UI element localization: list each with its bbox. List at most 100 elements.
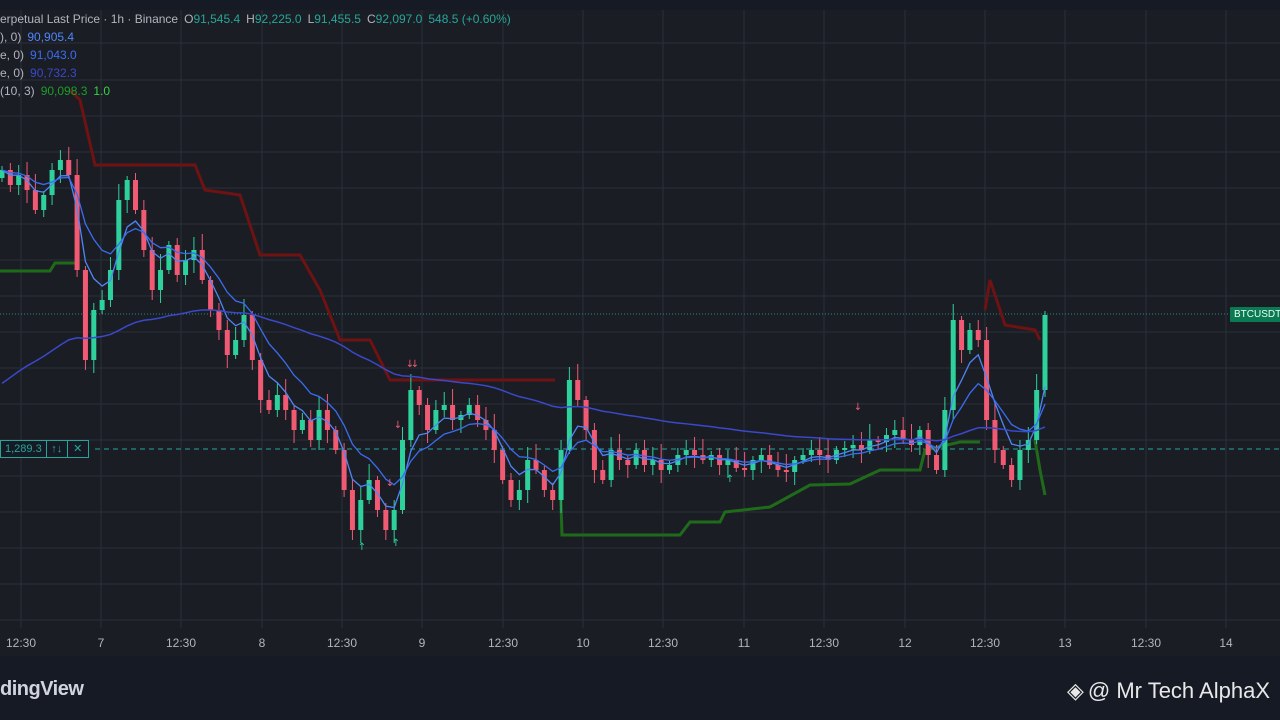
candle-body <box>1042 315 1048 390</box>
time-tick: 12:30 <box>326 636 358 650</box>
candle-body <box>525 460 531 490</box>
candle-body <box>500 450 506 480</box>
indicator-extra-value: 1.0 <box>93 84 111 98</box>
time-tick: 11 <box>737 636 751 650</box>
candle-body <box>383 510 389 530</box>
candle-body <box>124 180 130 200</box>
indicator-row-ema-fast[interactable]: ), 0) 90,905.4 <box>0 28 511 46</box>
candle-body <box>625 460 631 465</box>
candle-body <box>358 500 364 530</box>
signal-arrow-icon: ↓ <box>411 359 419 370</box>
candle-body <box>892 430 898 435</box>
tradingview-logo[interactable]: dingView <box>0 678 84 700</box>
candle-body <box>475 405 481 420</box>
legend-symbol-row[interactable]: erpetual Last Price · 1h · Binance O91,5… <box>0 10 511 28</box>
candle-body <box>558 450 564 500</box>
price-chart[interactable]: ↑ ↑↑↑↓↓↓↓↓ <box>0 10 1280 656</box>
candle-body <box>591 430 597 470</box>
time-axis[interactable]: 12:30 7 12:30 8 12:30 9 12:30 10 12:30 1… <box>0 628 1280 656</box>
candle-body <box>249 315 255 360</box>
indicator-row-ema-mid[interactable]: e, 0) 91,043.0 <box>0 46 511 64</box>
candle-body <box>800 455 806 460</box>
candle-body <box>984 340 990 420</box>
reverse-position-icon[interactable]: ↑↓ <box>46 440 68 458</box>
position-line-box[interactable]: 1,289.3 ↑↓ ✕ <box>0 440 89 458</box>
candle-body <box>425 405 431 430</box>
candle-body <box>158 270 164 290</box>
candle-body <box>349 490 355 530</box>
chart-area[interactable]: ↑ ↑ ↑ ↑ ↓ ↓ ↓ ↓ ↓ <box>0 10 1280 656</box>
time-tick: 12:30 <box>165 636 197 650</box>
signal-arrow-icon: ↓ <box>854 402 862 413</box>
candle-body <box>934 455 940 470</box>
supertrend-down-line <box>68 88 555 382</box>
candle-body <box>658 460 664 470</box>
candle-body <box>858 445 864 450</box>
candle-body <box>600 470 606 480</box>
candle-body <box>775 465 781 470</box>
candle-body <box>783 470 789 472</box>
time-tick: 7 <box>97 636 105 650</box>
indicator-row-ema-slow[interactable]: e, 0) 90,732.3 <box>0 64 511 82</box>
candle-body <box>82 270 88 360</box>
candle-body <box>767 455 773 465</box>
candle-body <box>391 510 397 530</box>
candle-body <box>725 460 731 465</box>
watermark-text: @ Mr Tech AlphaX <box>1087 678 1270 703</box>
supertrend-up-line <box>0 261 75 273</box>
symbol-price-badge[interactable]: BTCUSDT <box>1230 307 1280 322</box>
candle-body <box>817 450 823 455</box>
candle-body <box>733 460 739 468</box>
candle-body <box>566 380 572 450</box>
candle-body <box>967 330 973 350</box>
candle-body <box>400 440 406 510</box>
candle-body <box>416 390 422 405</box>
candle-body <box>491 430 497 450</box>
supertrend-up-line <box>1033 439 1047 496</box>
supertrend-up-line <box>558 440 980 537</box>
candle-body <box>16 175 22 185</box>
candle-body <box>742 468 748 470</box>
candle-body <box>516 490 522 500</box>
candle-body <box>208 280 214 310</box>
ohlc-high: H92,225.0 <box>246 12 302 26</box>
candle-body <box>900 430 906 440</box>
candle-body <box>441 405 447 410</box>
indicator-row-supertrend[interactable]: (10, 3) 90,098.3 1.0 <box>0 82 511 100</box>
candle-body <box>1034 390 1040 440</box>
time-tick: 13 <box>1058 636 1072 650</box>
candle-body <box>7 170 13 185</box>
candle-body <box>57 160 63 170</box>
time-tick: 12:30 <box>5 636 37 650</box>
candle-body <box>758 455 764 460</box>
time-tick: 10 <box>576 636 590 650</box>
candle-body <box>508 480 514 500</box>
candle-body <box>842 448 848 450</box>
candle-body <box>0 170 5 178</box>
close-position-icon[interactable]: ✕ <box>67 440 89 458</box>
candle-body <box>875 440 881 442</box>
position-quantity[interactable]: 1,289.3 <box>0 440 47 458</box>
candle-body <box>450 405 456 420</box>
symbol-info: erpetual Last Price · 1h · Binance <box>0 12 179 26</box>
candle-body <box>959 320 965 350</box>
indicator-value: 90,098.3 <box>40 84 88 98</box>
candle-body <box>308 420 314 440</box>
candle-body <box>867 440 873 450</box>
supertrend-down-line <box>983 279 1042 341</box>
candle-body <box>266 400 272 410</box>
candle-body <box>66 160 72 175</box>
candle-body <box>191 250 197 260</box>
candle-body <box>32 190 38 210</box>
candle-body <box>116 200 122 270</box>
candle-body <box>316 410 322 440</box>
candle-body <box>233 340 239 355</box>
candle-body <box>550 490 556 500</box>
footer: dingView ◈ @ Mr Tech AlphaX <box>0 656 1280 720</box>
binance-diamond-icon: ◈ <box>1066 678 1084 703</box>
candle-body <box>74 175 80 270</box>
candle-body <box>633 450 639 465</box>
time-tick: 12:30 <box>1130 636 1162 650</box>
signal-arrow-icon: ↑ <box>726 474 734 485</box>
candle-body <box>183 260 189 275</box>
